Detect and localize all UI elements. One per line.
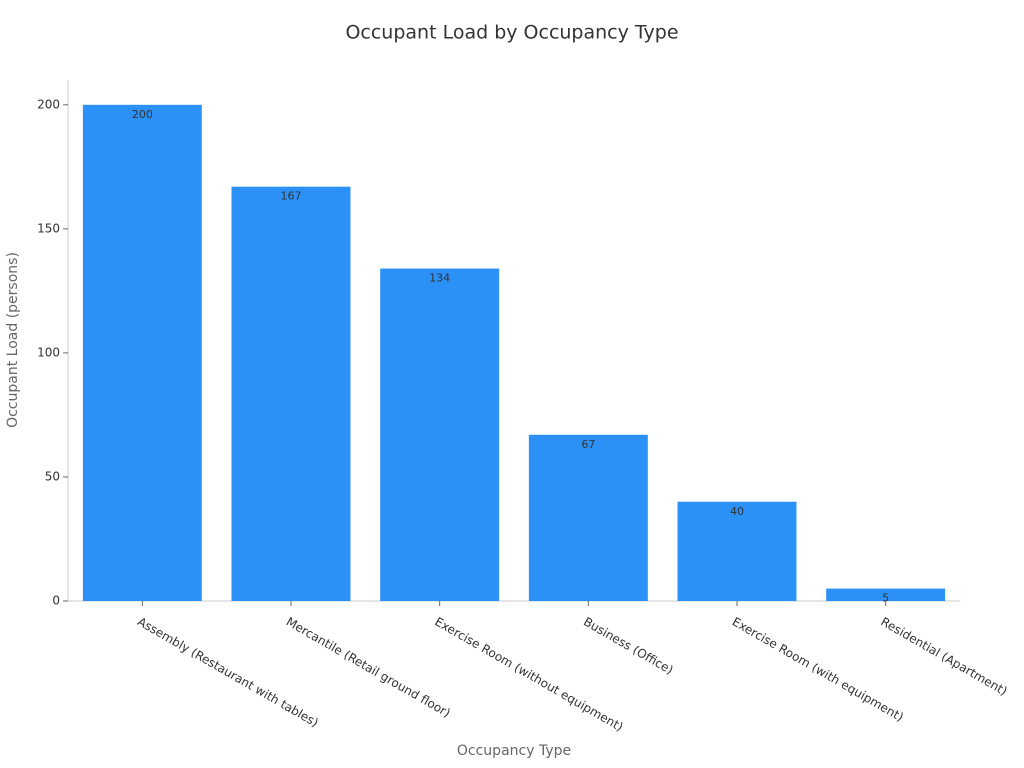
x-tick-label: Mercantile (Retail ground floor) xyxy=(284,615,453,721)
x-tick-label: Residential (Apartment) xyxy=(878,615,1009,699)
bar xyxy=(231,186,351,601)
data-label: 167 xyxy=(281,190,302,203)
x-axis-label: Occupancy Type xyxy=(457,743,571,759)
data-label: 200 xyxy=(132,108,153,121)
chart-title: Occupant Load by Occupancy Type xyxy=(345,22,678,44)
x-tick-label: Exercise Room (with equipment) xyxy=(730,615,906,725)
data-label: 134 xyxy=(429,272,450,285)
x-tick-label: Business (Office) xyxy=(581,615,676,678)
data-label: 40 xyxy=(730,505,744,518)
data-label: 5 xyxy=(882,592,889,605)
bar xyxy=(528,434,648,601)
bar xyxy=(826,588,946,601)
bar xyxy=(380,268,500,601)
bar xyxy=(677,501,797,601)
y-tick-label: 100 xyxy=(37,345,60,359)
y-tick-label: 150 xyxy=(37,221,60,235)
bar xyxy=(82,104,202,602)
y-axis-label: Occupant Load (persons) xyxy=(5,252,21,428)
y-tick-label: 200 xyxy=(37,97,60,111)
data-label: 67 xyxy=(581,438,595,451)
y-tick-label: 0 xyxy=(52,594,60,608)
y-tick-label: 50 xyxy=(45,469,60,483)
